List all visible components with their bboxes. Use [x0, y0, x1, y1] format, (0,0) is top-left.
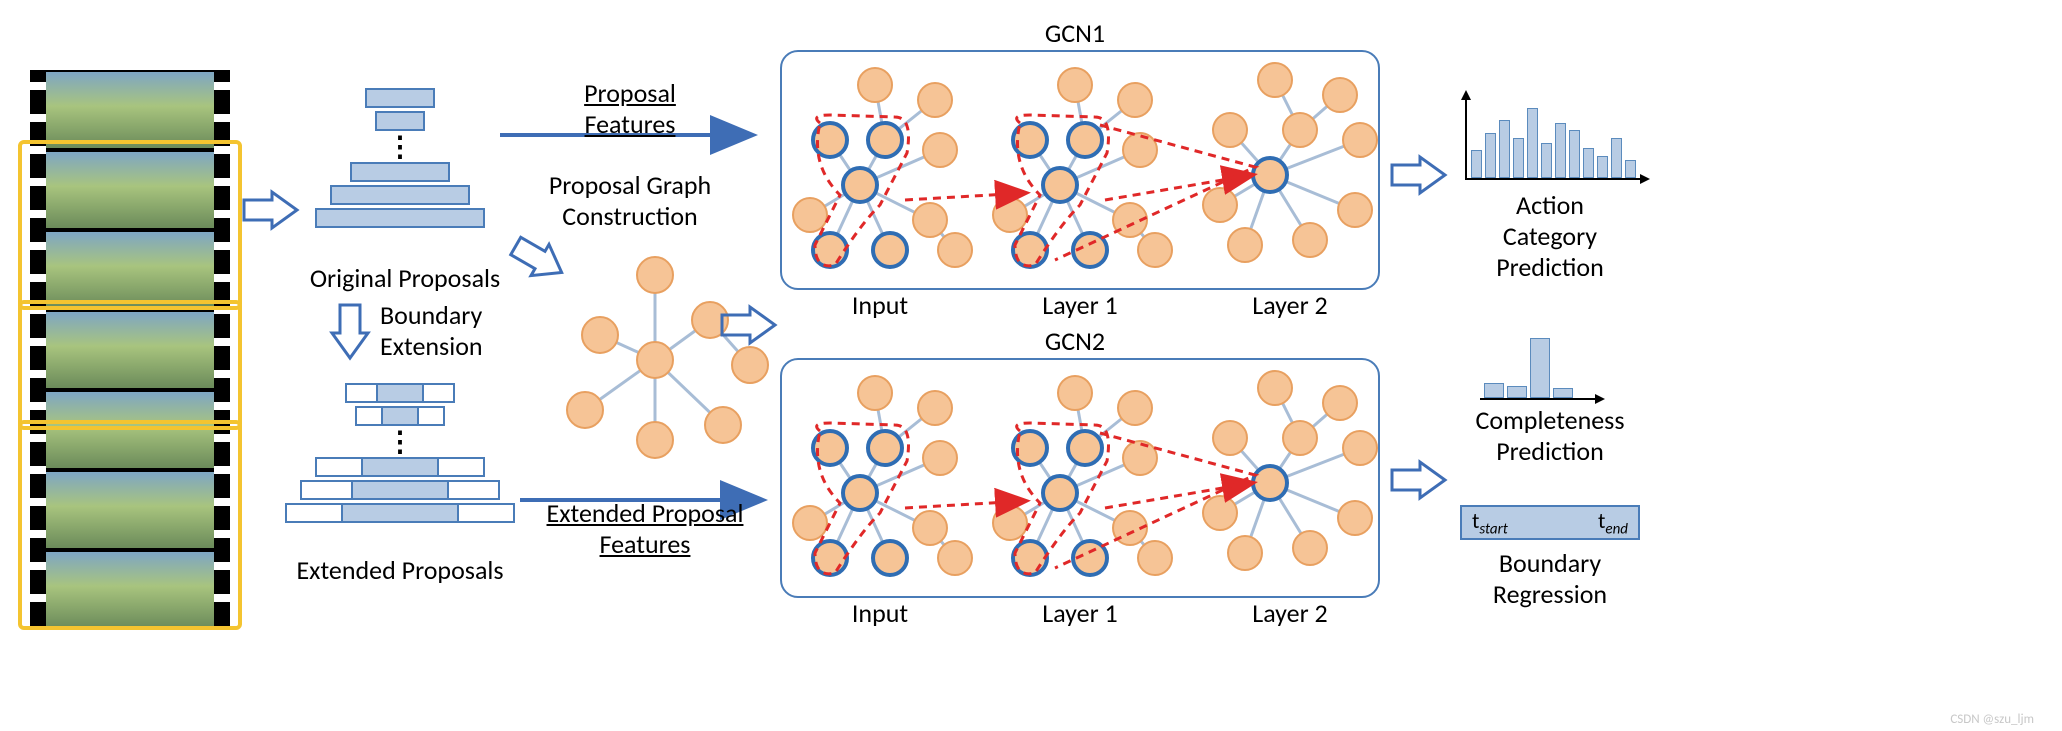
proposal-graph	[555, 250, 775, 470]
completeness-prediction-label: Completeness Prediction	[1450, 405, 1650, 467]
arrow-hollow-icon	[1390, 155, 1450, 195]
boundary-extension-label: Boundary Extension	[380, 300, 510, 362]
watermark: CSDN @szu_ljm	[1950, 712, 2034, 727]
gcn1-input-label: Input	[830, 290, 930, 321]
gcn2-layer1-label: Layer 1	[1030, 598, 1130, 629]
completeness-barchart	[1480, 330, 1595, 400]
arrow-hollow-down-icon	[330, 303, 370, 363]
boundary-regression-tbox: tstart tend	[1460, 505, 1640, 540]
action-category-barchart	[1465, 100, 1640, 180]
gcn1-layer2-label: Layer 2	[1240, 290, 1340, 321]
boundary-regression-label: Boundary Regression	[1460, 548, 1640, 610]
gcn1-title: GCN1	[1035, 18, 1115, 49]
original-proposals-label: Original Proposals	[290, 263, 520, 294]
t-end-label: tend	[1598, 507, 1628, 538]
gcn1-layer1-label: Layer 1	[1030, 290, 1130, 321]
extended-proposals-stack: ⋮	[280, 380, 520, 526]
action-category-prediction-label: Action Category Prediction	[1460, 190, 1640, 284]
arrow-hollow-icon	[1390, 460, 1450, 500]
original-proposals-stack: ⋮	[300, 85, 500, 231]
gcn2-input-label: Input	[830, 598, 930, 629]
extended-proposal-features-label: Extended Proposal Features	[530, 498, 760, 560]
proposal-graph-construction-label: Proposal Graph Construction	[530, 170, 730, 232]
t-start-label: tstart	[1472, 507, 1508, 538]
gcn2-layer2-label: Layer 2	[1240, 598, 1340, 629]
arrow-hollow-icon	[720, 305, 780, 345]
extended-proposals-label: Extended Proposals	[280, 555, 520, 586]
arrow-hollow-icon	[242, 190, 302, 230]
proposal-features-label: Proposal Features	[540, 78, 720, 140]
gcn2-box	[780, 358, 1380, 598]
gcn2-title: GCN2	[1035, 326, 1115, 357]
gcn1-box	[780, 50, 1380, 290]
